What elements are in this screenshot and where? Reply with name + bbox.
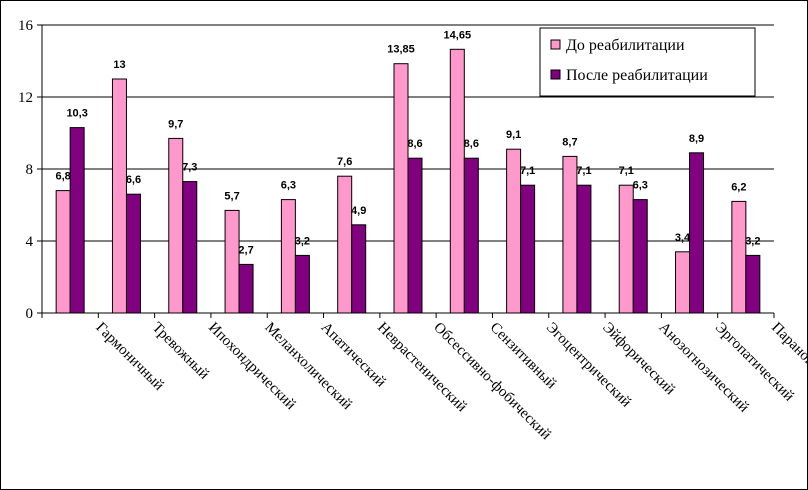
data-label: 7,1 [619,165,634,177]
data-label: 4,9 [351,205,366,217]
bar [55,190,71,314]
bar [111,78,127,314]
data-label: 2,7 [238,244,253,256]
legend: До реабилитации После реабилитации [539,27,756,97]
bar [463,157,479,314]
data-label: 13,85 [387,44,415,56]
data-label: 13 [113,59,125,71]
data-label: 14,65 [444,29,472,41]
y-tick-label: 0 [26,306,34,322]
data-label: 3,2 [745,235,760,247]
bar [745,254,761,314]
legend-swatch [550,69,561,80]
y-axis-ticks: 0 4 8 12 16 [18,18,34,322]
y-tick-label: 4 [26,234,34,250]
data-label: 7,1 [576,165,591,177]
axes [37,24,775,318]
bar [520,184,536,314]
data-label: 6,3 [281,180,296,192]
data-label: 6,2 [731,181,746,193]
data-label: 10,3 [66,108,87,120]
data-labels: 6,8 10,3 13 6,6 9,7 7,3 5,7 2,7 6,3 3,2 7,6 4,9 13,8… [56,29,761,256]
data-label: 8,6 [407,138,422,150]
data-label: 7,6 [337,156,352,168]
bar [294,254,310,314]
bar [182,181,198,314]
data-label: 3,2 [295,235,310,247]
data-label: 7,3 [182,162,197,174]
bar [351,224,367,314]
bar [69,127,85,314]
data-label: 9,7 [168,118,183,130]
y-tick-label: 8 [26,162,34,178]
bar [689,152,705,314]
bar [407,157,423,314]
data-label: 6,6 [126,174,141,186]
bar [393,63,409,314]
data-label: 6,3 [633,180,648,192]
bar [618,184,634,314]
bar [449,48,465,314]
legend-box [539,27,756,97]
data-label: 8,7 [562,136,577,148]
data-label: 7,1 [520,165,535,177]
legend-label: После реабилитации [566,67,708,84]
bar [224,209,240,314]
legend-label: До реабилитации [566,37,685,54]
data-label: 9,1 [506,129,521,141]
x-axis-labels: ГармоничныйТревожныйИпохондрическийМелан… [92,320,808,444]
y-tick-label: 16 [18,18,34,34]
data-label: 8,9 [689,133,704,145]
data-label: 3,4 [675,232,691,244]
bar [238,263,254,314]
bar [576,184,592,314]
bar [506,148,522,314]
bars [55,48,761,314]
data-label: 6,8 [56,171,71,183]
bar [168,137,184,314]
data-label: 5,7 [224,190,239,202]
bar [731,200,747,314]
bar [280,199,296,314]
y-tick-label: 12 [18,90,33,106]
bar [562,155,578,314]
x-axis-label: Обсессивно-фобический [430,320,554,444]
bar [337,175,353,314]
bar [125,193,141,314]
legend-swatch [550,39,561,50]
bar [632,199,648,314]
bar [675,251,691,314]
data-label: 8,6 [464,138,479,150]
